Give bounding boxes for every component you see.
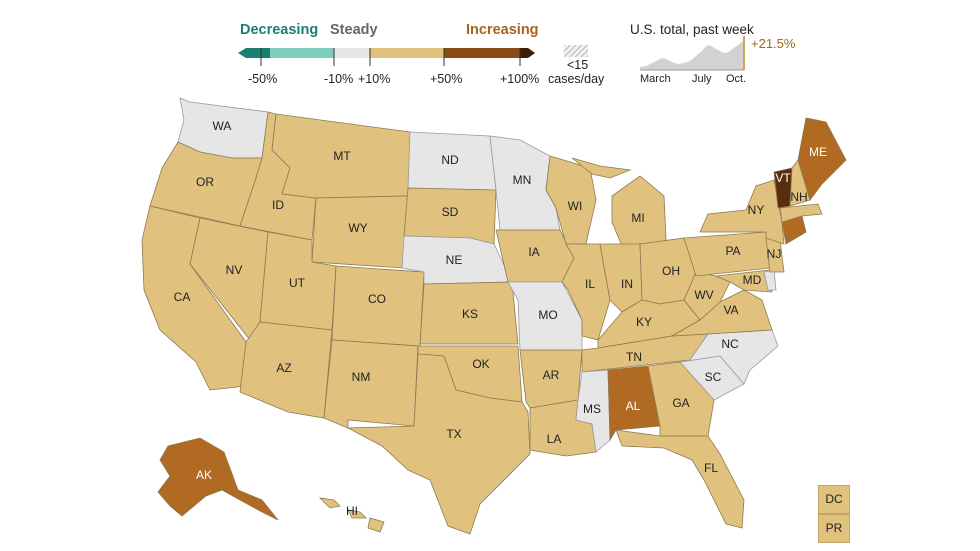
label-HI: HI [346, 504, 358, 518]
label-AR: AR [543, 368, 560, 382]
state-AK[interactable] [157, 437, 279, 521]
us-total-change: +21.5% [751, 36, 796, 51]
label-MS: MS [583, 402, 601, 416]
label-AK: AK [196, 468, 212, 482]
state-AZ[interactable] [239, 321, 333, 419]
state-MD[interactable] [714, 269, 773, 293]
state-TX[interactable] [346, 353, 531, 535]
us-total-title: U.S. total, past week [630, 22, 754, 37]
legend-decreasing-label: Decreasing [240, 22, 319, 38]
label-UT: UT [289, 276, 306, 290]
label-MN: MN [513, 173, 532, 187]
label-NM: NM [352, 370, 371, 384]
dc-box[interactable]: DC [818, 485, 850, 514]
label-VA: VA [723, 303, 738, 317]
state-NM[interactable] [323, 339, 419, 429]
label-IN: IN [621, 277, 633, 291]
legend-hatch-swatch [564, 45, 588, 57]
label-WY: WY [348, 221, 367, 235]
label-MD: MD [743, 273, 762, 287]
label-CA: CA [174, 290, 191, 304]
legend-tick-minus10: -10% [324, 72, 354, 86]
label-WV: WV [694, 288, 713, 302]
label-FL: FL [704, 461, 718, 475]
label-ID: ID [272, 198, 284, 212]
label-AL: AL [626, 399, 641, 413]
label-IA: IA [528, 245, 539, 259]
state-AL[interactable] [607, 365, 661, 442]
legend-tick-plus100: +100% [500, 72, 540, 86]
label-OH: OH [662, 264, 680, 278]
us-total-x-march: March [640, 73, 671, 85]
state-CO[interactable] [331, 265, 425, 347]
label-NY: NY [748, 203, 765, 217]
state-MI-upper [571, 157, 632, 179]
label-OR: OR [196, 175, 214, 189]
label-NH: NH [790, 190, 807, 204]
label-TN: TN [626, 350, 642, 364]
legend-tick-plus10: +10% [358, 72, 391, 86]
label-NJ: NJ [767, 247, 782, 261]
label-KY: KY [636, 315, 652, 329]
label-KS: KS [462, 307, 478, 321]
state-KS[interactable] [419, 281, 519, 345]
label-LA: LA [547, 432, 562, 446]
us-total-x-july: July [692, 73, 712, 85]
label-TX: TX [446, 427, 461, 441]
label-NC: NC [721, 337, 739, 351]
label-WA: WA [213, 119, 232, 133]
state-ME[interactable] [797, 117, 847, 201]
label-NE: NE [446, 253, 463, 267]
legend-tick-minus50: -50% [248, 72, 278, 86]
us-total-sparkline [640, 36, 745, 71]
label-IL: IL [585, 277, 595, 291]
legend-increasing-label: Increasing [466, 22, 539, 38]
label-OK: OK [472, 357, 489, 371]
label-MI: MI [631, 211, 644, 225]
legend-hatch-label-2: cases/day [548, 72, 605, 86]
legend-hatch-label-1: <15 [567, 58, 589, 72]
label-ND: ND [441, 153, 459, 167]
state-HI[interactable] [318, 497, 385, 533]
label-CO: CO [368, 292, 386, 306]
label-SC: SC [705, 370, 722, 384]
legend-color-scale [238, 48, 535, 66]
label-GA: GA [672, 396, 689, 410]
pr-box[interactable]: PR [818, 514, 850, 543]
label-SD: SD [442, 205, 459, 219]
legend-steady-label: Steady [330, 22, 378, 38]
label-NV: NV [226, 263, 243, 277]
label-VT: VT [775, 171, 791, 185]
label-WI: WI [568, 199, 583, 213]
label-PA: PA [725, 244, 740, 258]
state-FL[interactable] [615, 429, 745, 529]
label-ME: ME [809, 145, 827, 159]
us-total-x-oct: Oct. [726, 73, 747, 85]
label-MT: MT [333, 149, 351, 163]
legend-tick-plus50: +50% [430, 72, 463, 86]
label-MO: MO [538, 308, 557, 322]
label-AZ: AZ [276, 361, 291, 375]
state-MA [779, 203, 823, 223]
